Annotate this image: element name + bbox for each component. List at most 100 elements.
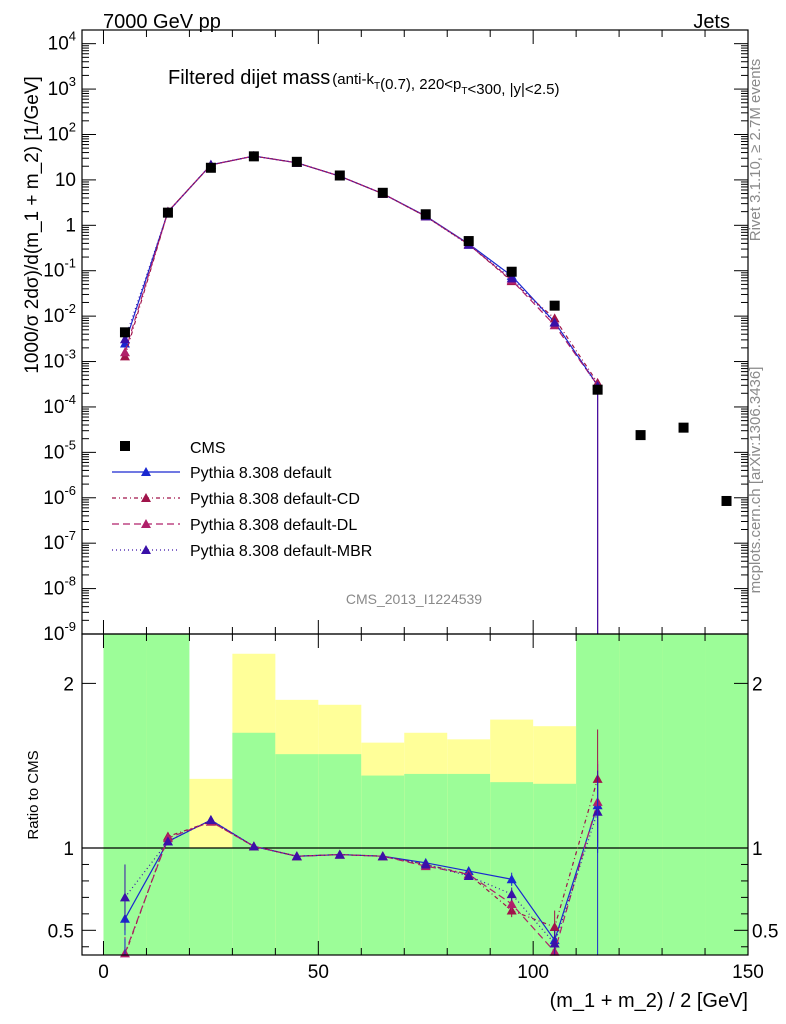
ratio-tick-label-right: 1 bbox=[752, 839, 763, 860]
main-tick-label: 10-6 bbox=[43, 483, 76, 509]
series-ratio-line bbox=[124, 778, 599, 956]
main-tick-label: 104 bbox=[48, 29, 76, 55]
plot-title-main: Filtered dijet mass bbox=[168, 67, 330, 89]
mcplots-label: mcplots.cern.ch [arXiv:1306.3436] bbox=[747, 367, 764, 594]
inner-band-bin bbox=[490, 782, 534, 955]
cms-data-point bbox=[506, 266, 517, 277]
series-ratio-marker bbox=[377, 851, 388, 861]
main-tick-label: 10 bbox=[55, 170, 76, 191]
series-main-line bbox=[124, 155, 599, 386]
inner-band-bin bbox=[662, 634, 706, 955]
cms-data-point bbox=[592, 384, 603, 395]
main-tick-label: 10-3 bbox=[43, 347, 76, 373]
ratio-frame bbox=[81, 633, 749, 956]
plot-title-suffix: (anti-kT(0.7), 220<pT<300, |y|<2.5) bbox=[332, 71, 559, 98]
rivet-version-label: Rivet 3.1.10, ≥ 2.7M events bbox=[747, 59, 764, 242]
cms-data-point bbox=[205, 162, 216, 173]
cms-data-point bbox=[463, 236, 474, 247]
series-ratio-marker bbox=[506, 898, 517, 908]
x-tick-label: 100 bbox=[517, 962, 549, 983]
series-main-marker bbox=[506, 273, 517, 283]
series-ratio-marker bbox=[420, 859, 431, 869]
cms-data-layer bbox=[119, 151, 732, 506]
main-tick-label: 102 bbox=[48, 119, 76, 145]
ratio-y-axis-title: Ratio to CMS bbox=[25, 750, 42, 839]
inner-band-bin bbox=[447, 773, 491, 955]
main-tick-label: 10-8 bbox=[43, 574, 76, 600]
main-y-axis-title: 1000/σ 2dσ)/d(m_1 + m_2) [1/GeV] bbox=[22, 76, 43, 374]
series-ratio-marker bbox=[291, 851, 302, 861]
legend-series-label: Pythia 8.308 default-DL bbox=[190, 517, 357, 534]
plot-title: Filtered dijet mass (anti-kT(0.7), 220<pT… bbox=[168, 67, 560, 98]
series-ratio-marker bbox=[334, 849, 345, 859]
ratio-tick-label-left: 2 bbox=[63, 674, 74, 695]
legend-series-marker bbox=[141, 467, 151, 476]
ratio-uncertainty-bands bbox=[103, 634, 748, 955]
inner-band-bin bbox=[146, 634, 190, 955]
cms-data-point bbox=[248, 151, 259, 162]
legend-series-marker bbox=[141, 545, 151, 554]
ratio-tick-label-right: 2 bbox=[752, 674, 763, 695]
cms-data-point bbox=[420, 209, 431, 220]
legend-series-marker bbox=[141, 493, 151, 502]
main-tick-label: 10-9 bbox=[43, 619, 76, 645]
main-tick-label: 10-5 bbox=[43, 437, 76, 463]
series-main-line bbox=[124, 155, 599, 384]
header-left-label: 7000 GeV pp bbox=[103, 11, 221, 33]
cms-data-point bbox=[162, 207, 173, 218]
series-ratio-line bbox=[124, 805, 599, 942]
ratio-tick-label-left: 1 bbox=[63, 839, 74, 860]
header-right-label: Jets bbox=[693, 11, 730, 33]
series-main-line bbox=[124, 155, 599, 387]
axes-layer: 10-910-810-710-610-510-410-310-210-11101… bbox=[43, 29, 778, 983]
cms-data-point bbox=[377, 187, 388, 198]
series-ratio-marker bbox=[549, 922, 560, 932]
legend-series-label: Pythia 8.308 default-CD bbox=[190, 491, 360, 508]
legend-series-label: Pythia 8.308 default bbox=[190, 465, 332, 482]
main-tick-label: 10-2 bbox=[43, 301, 76, 327]
cms-data-point bbox=[721, 495, 732, 506]
legend-cms-label: CMS bbox=[190, 440, 226, 457]
inner-band-bin bbox=[189, 848, 233, 955]
series-ratio-marker bbox=[549, 938, 560, 948]
main-tick-label: 103 bbox=[48, 74, 76, 100]
series-main-marker bbox=[119, 347, 130, 357]
cms-data-point bbox=[334, 170, 345, 181]
ratio-tick-label-right: 0.5 bbox=[752, 921, 778, 942]
legend-series-label: Pythia 8.308 default-MBR bbox=[190, 543, 372, 560]
main-tick-label: 10-4 bbox=[43, 392, 76, 418]
series-ratio-line bbox=[124, 811, 599, 945]
cms-data-point bbox=[549, 300, 560, 311]
legend-cms-marker bbox=[120, 441, 130, 451]
cms-data-point bbox=[119, 327, 130, 338]
main-frame bbox=[81, 29, 749, 635]
series-main-line bbox=[124, 155, 599, 386]
analysis-id-label: CMS_2013_I1224539 bbox=[346, 591, 482, 607]
series-ratio-marker bbox=[162, 836, 173, 846]
x-tick-label: 0 bbox=[98, 962, 109, 983]
series-main-marker bbox=[549, 317, 560, 327]
ratio-tick-label-left: 0.5 bbox=[48, 921, 74, 942]
series-ratio-marker bbox=[119, 892, 130, 902]
series-ratio-marker bbox=[248, 841, 259, 851]
series-ratio-marker bbox=[463, 870, 474, 880]
inner-band-bin bbox=[705, 634, 748, 955]
inner-band-bin bbox=[361, 775, 405, 955]
cms-data-point bbox=[678, 422, 689, 433]
series-ratio-marker bbox=[506, 889, 517, 899]
cms-data-point bbox=[635, 430, 646, 441]
legend-series-marker bbox=[141, 519, 151, 528]
x-tick-label: 150 bbox=[732, 962, 764, 983]
series-layer bbox=[119, 151, 603, 958]
cms-data-point bbox=[291, 156, 302, 167]
legend: CMS Pythia 8.308 default Pythia 8.308 defa… bbox=[112, 440, 372, 560]
inner-band-bin bbox=[619, 634, 663, 955]
x-axis-title: (m_1 + m_2) / 2 [GeV] bbox=[550, 990, 748, 1012]
series-ratio-marker bbox=[205, 815, 216, 825]
main-tick-label: 10-1 bbox=[43, 256, 76, 282]
series-ratio-marker bbox=[506, 874, 517, 884]
x-tick-label: 50 bbox=[308, 962, 329, 983]
main-tick-label: 10-7 bbox=[43, 528, 76, 554]
series-ratio-line bbox=[124, 801, 599, 954]
